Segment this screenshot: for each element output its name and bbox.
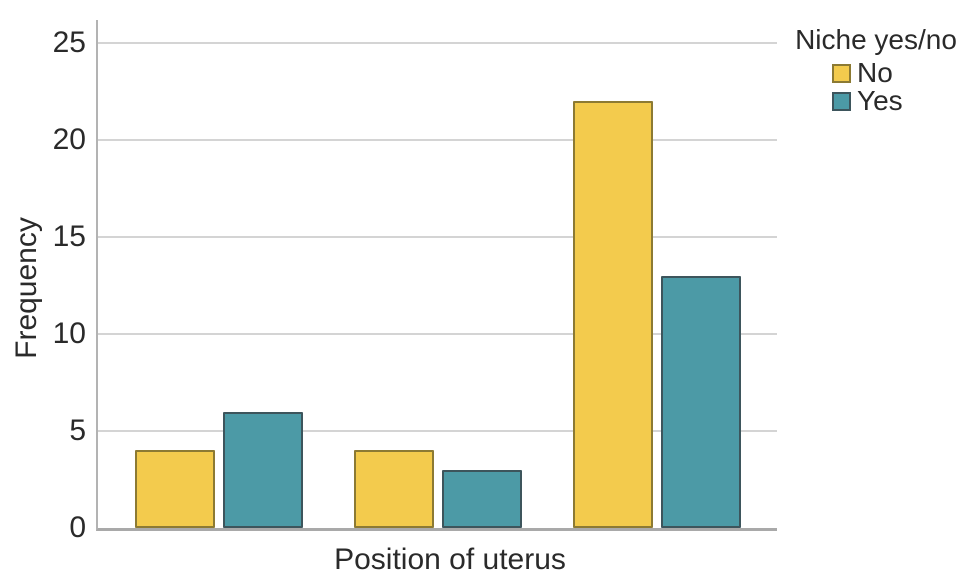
gridline-5: [98, 430, 777, 433]
legend-label-no: No: [857, 57, 893, 88]
legend-item-yes: Yes: [832, 87, 968, 115]
legend-title: Niche yes/no: [795, 24, 957, 55]
plot-area: [96, 20, 777, 531]
bar-yes-group1: [222, 411, 303, 528]
gridline-10: [98, 333, 777, 336]
y-axis-title: Frequency: [10, 217, 43, 359]
legend: Niche yes/no No Yes: [784, 24, 968, 115]
y-tick-label-25: 25: [52, 26, 86, 60]
legend-label-yes: Yes: [857, 85, 903, 116]
legend-item-no: No: [832, 59, 968, 87]
y-tick-label-10: 10: [52, 317, 86, 351]
legend-swatch-yes: [832, 91, 851, 111]
bar-no-group2: [353, 450, 434, 528]
y-tick-label-5: 5: [69, 414, 86, 448]
bar-yes-group3: [661, 275, 741, 528]
y-tick-label-15: 15: [52, 220, 86, 254]
y-tick-label-20: 20: [52, 123, 86, 157]
y-tick-label-0: 0: [69, 511, 86, 544]
bar-yes-group2: [441, 469, 522, 528]
gridline-15: [98, 236, 777, 239]
bar-no-group3: [573, 101, 653, 528]
legend-swatch-no: [832, 63, 851, 83]
bar-no-group1: [134, 450, 215, 528]
legend-items: No Yes: [784, 59, 968, 115]
gridline-25: [98, 42, 777, 45]
gridline-20: [98, 139, 777, 142]
x-axis-title: Position of uterus: [334, 543, 566, 576]
